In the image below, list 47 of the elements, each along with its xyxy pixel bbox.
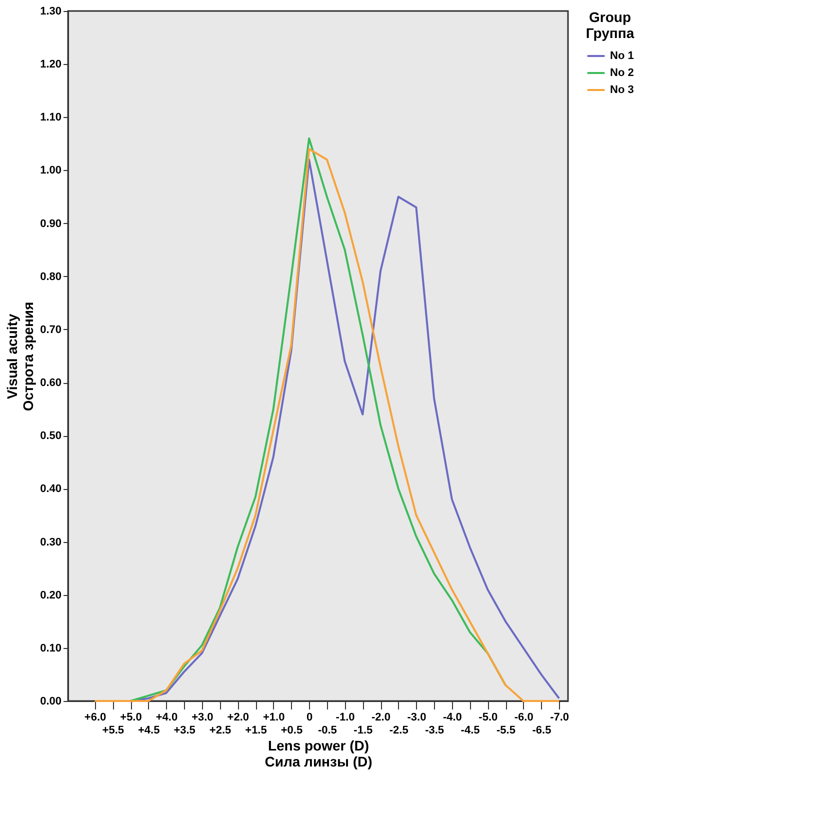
x-tick-label: +1.5 [245, 724, 267, 736]
x-tick-label: -5.0 [478, 712, 498, 724]
x-tick-label: -6.5 [532, 724, 552, 736]
x-tick-label: -1.5 [354, 724, 373, 736]
x-tick-label: +3.5 [174, 724, 196, 736]
y-tick-label: 0.10 [40, 642, 62, 654]
y-tick-label: 0.00 [40, 696, 62, 708]
y-tick-label: 1.30 [40, 6, 62, 18]
x-tick-label: -0.5 [318, 724, 337, 736]
y-tick-label: 0.60 [40, 377, 62, 390]
x-tick-label: -2.0 [372, 712, 390, 724]
x-tick-label: +5.0 [120, 712, 142, 724]
x-tick-label: +2.0 [227, 712, 249, 724]
legend-label: No 1 [610, 50, 634, 62]
x-tick-label: +1.0 [263, 712, 285, 724]
x-tick-label: -3.0 [407, 712, 426, 724]
y-tick-label: 1.20 [40, 58, 62, 71]
x-axis-title: Lens power (D) Сила линзы (D) [264, 738, 372, 770]
x-tick-label: -2.5 [389, 724, 408, 736]
x-tick-label: +3.0 [192, 712, 214, 724]
x-tick-label: +6.0 [84, 712, 106, 724]
x-tick-label: -4.5 [460, 724, 480, 736]
x-tick-label: -3.5 [425, 724, 444, 736]
legend-title: Group Группа [586, 9, 634, 41]
y-tick-label: 0.70 [40, 324, 62, 336]
y-tick-label: 0.30 [40, 536, 62, 548]
y-tick-label: 1.10 [40, 112, 62, 124]
x-tick-label: 0 [306, 712, 313, 724]
x-tick-label: -5.5 [496, 724, 516, 736]
legend-label: No 3 [610, 84, 634, 96]
y-tick-label: 0.90 [40, 218, 62, 230]
y-tick-label: 0.20 [40, 589, 62, 602]
x-tick-label: +5.5 [102, 724, 124, 736]
x-tick-label: +2.5 [209, 724, 232, 736]
y-tick-label: 0.50 [40, 430, 62, 442]
x-tick-label: +4.0 [156, 712, 178, 724]
x-tick-label: +0.5 [280, 724, 303, 736]
legend-label: No 2 [610, 67, 634, 79]
x-tick-label: -7.0 [550, 712, 570, 724]
y-tick-label: 1.00 [40, 164, 62, 177]
y-tick-label: 0.80 [40, 270, 62, 283]
x-tick-label: -4.0 [442, 712, 462, 724]
x-tick-label: -6.0 [514, 712, 534, 724]
y-axis-title: Visual acuity Острота зрения [4, 302, 36, 412]
x-tick-label: +4.5 [138, 724, 160, 736]
x-tick-label: -1.0 [336, 712, 355, 724]
y-tick-label: 0.40 [40, 483, 62, 496]
